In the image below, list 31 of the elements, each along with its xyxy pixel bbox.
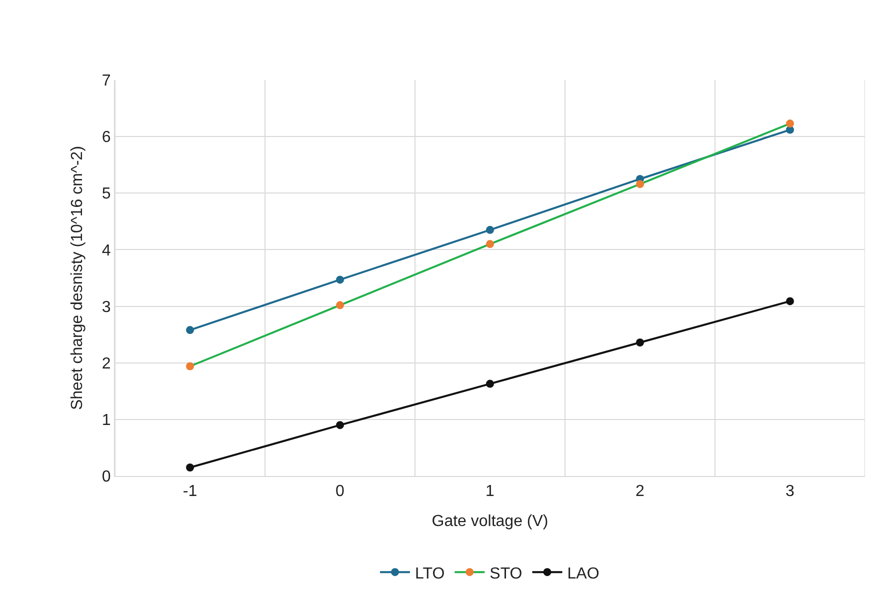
x-tick-label: 0 <box>336 483 345 500</box>
y-tick-label: 4 <box>102 242 111 260</box>
point <box>486 226 494 234</box>
x-tick-label: 1 <box>486 483 495 500</box>
point <box>336 421 344 430</box>
legend-label: LAO <box>567 565 600 582</box>
point <box>486 240 494 248</box>
y-tick-label: 0 <box>102 468 111 486</box>
x-tick-label: 3 <box>786 483 795 500</box>
y-axis-title: Sheet charge desnisty (10^16 cm^-2) <box>68 146 86 410</box>
point <box>486 380 494 388</box>
point <box>186 464 194 472</box>
legend-label: STO <box>490 565 522 582</box>
point <box>336 301 344 310</box>
point <box>186 326 194 334</box>
y-tick-label: 1 <box>102 412 111 430</box>
y-tick-label: 2 <box>102 355 111 372</box>
point <box>186 362 194 370</box>
y-tick-label: 3 <box>102 298 111 316</box>
y-tick-label: 7 <box>102 72 111 90</box>
legend-label: LTO <box>415 565 445 582</box>
x-tick-label: -1 <box>182 483 198 500</box>
point <box>636 338 644 346</box>
x-tick-label: 2 <box>636 483 645 500</box>
x-axis-title: Gate voltage (V) <box>432 512 548 530</box>
y-tick-label: 6 <box>102 129 111 146</box>
point <box>786 297 794 306</box>
point <box>786 120 794 128</box>
point <box>636 180 644 188</box>
point <box>336 276 344 284</box>
y-tick-label: 5 <box>102 186 111 203</box>
